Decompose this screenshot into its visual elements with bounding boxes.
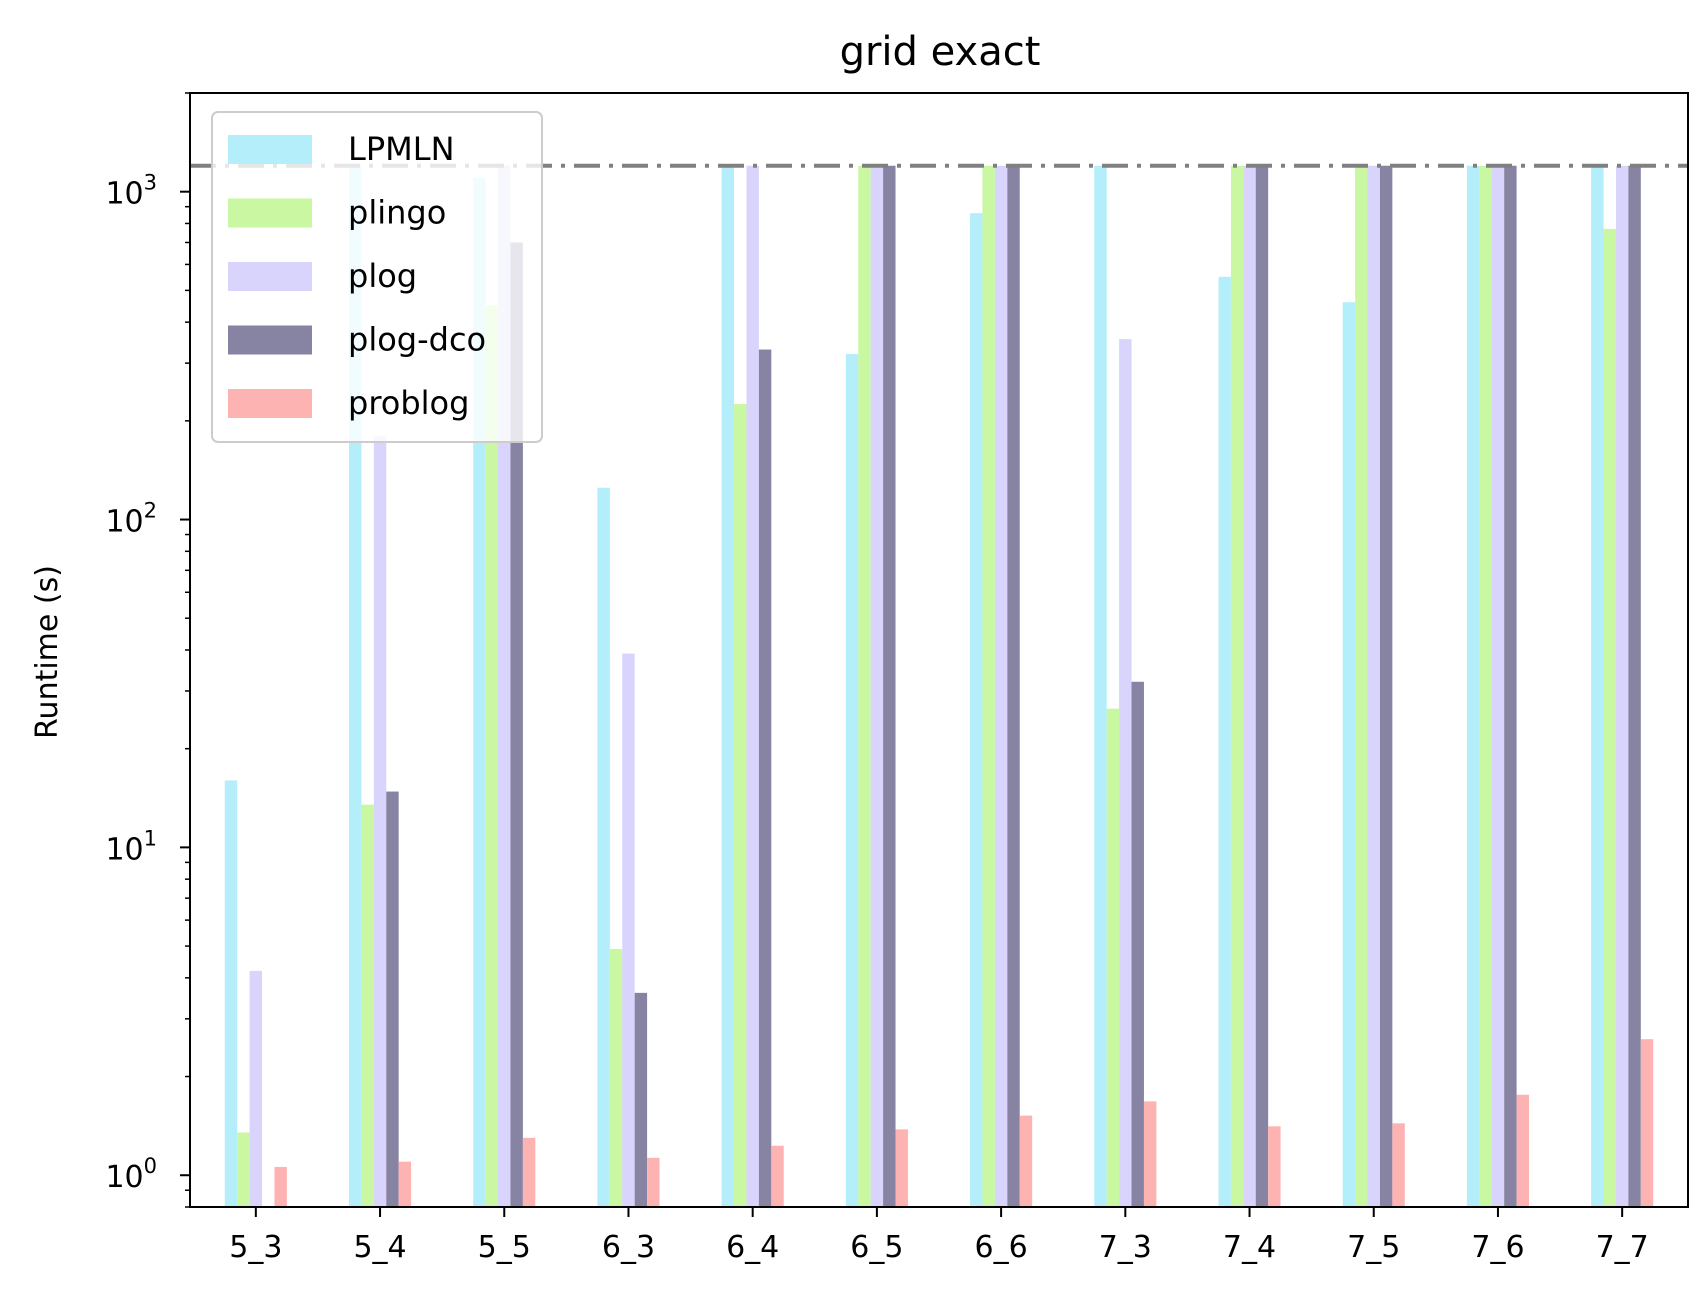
x-tick-label: 6_3 [602, 1230, 655, 1265]
bar-plingo-6_3 [609, 948, 623, 1207]
bar-plingo-5_3 [237, 1132, 250, 1207]
plot-frame [189, 92, 1689, 1208]
legend-swatch-LPMLN [228, 135, 312, 164]
legend-label-plog-dco: plog-dco [348, 321, 486, 359]
bar-problog-6_6 [1019, 1115, 1033, 1207]
bar-plog-5_4 [373, 435, 387, 1208]
bar-plog-dco-7_4 [1255, 165, 1269, 1208]
y-axis-label: Runtime (s) [30, 565, 65, 739]
bar-plingo-7_7 [1603, 228, 1616, 1207]
x-tick-label: 7_5 [1347, 1230, 1400, 1265]
bar-plog-7_6 [1491, 165, 1505, 1208]
bar-LPMLN-7_4 [1218, 276, 1231, 1207]
x-tick-label: 7_3 [1099, 1230, 1152, 1265]
x-tick-label: 5_4 [353, 1230, 406, 1265]
legend-label-LPMLN: LPMLN [348, 130, 455, 168]
x-tick-label: 6_4 [726, 1230, 779, 1265]
bar-problog-5_4 [398, 1161, 412, 1207]
legend-box [211, 111, 543, 443]
y-tick-label: 102 [105, 499, 157, 540]
bar-plog-6_5 [870, 165, 884, 1208]
bar-plingo-7_4 [1230, 165, 1244, 1208]
bar-plog-dco-6_6 [1007, 165, 1020, 1208]
bar-plingo-7_3 [1106, 708, 1120, 1207]
bar-LPMLN-6_5 [845, 353, 859, 1207]
x-tick-label: 5_5 [478, 1230, 531, 1265]
bar-problog-6_5 [895, 1129, 908, 1207]
chart-title: grid exact [840, 29, 1041, 75]
bar-plog-5_3 [249, 970, 263, 1207]
bar-plog-7_3 [1119, 339, 1132, 1207]
x-tick-label: 6_6 [975, 1230, 1028, 1265]
bar-plingo-5_5 [485, 305, 499, 1207]
y-tick-label: 100 [105, 1154, 157, 1195]
bar-plog-dco-7_5 [1379, 165, 1393, 1208]
bar-plog-dco-6_4 [758, 349, 772, 1207]
x-tick-label: 5_3 [229, 1230, 282, 1265]
bar-plog-6_3 [622, 653, 635, 1207]
x-axis-ticks: 5_3 5_4 5_5 6_3 6_4 6_5 6_6 7_3 7_4 7_5 7_6 7_7 [229, 1207, 1649, 1265]
bar-problog-7_5 [1392, 1123, 1405, 1207]
bar-plog-6_6 [994, 165, 1008, 1208]
legend-label-problog: problog [348, 384, 469, 422]
bar-plingo-7_5 [1355, 165, 1368, 1208]
y-axis-ticks: 100 101 102 103 [105, 92, 190, 1208]
bar-plog-dco-5_5 [510, 242, 523, 1208]
bar-problog-6_3 [647, 1157, 660, 1207]
legend-label-plog: plog [348, 257, 417, 295]
bar-problog-5_3 [274, 1166, 287, 1207]
bar-LPMLN-5_3 [224, 780, 238, 1207]
bar-problog-7_6 [1516, 1094, 1530, 1207]
bar-plingo-5_4 [361, 804, 374, 1207]
bar-problog-5_5 [522, 1137, 536, 1207]
bar-LPMLN-7_5 [1342, 302, 1356, 1207]
bar-problog-6_4 [771, 1145, 784, 1207]
legend: LPMLN plingo plog plog-dco problog [211, 111, 543, 443]
bar-plog-dco-7_3 [1131, 681, 1144, 1207]
bar-LPMLN-6_6 [970, 213, 983, 1208]
bar-LPMLN-6_3 [597, 487, 610, 1207]
legend-swatch-problog [228, 389, 312, 418]
bar-plog-dco-7_6 [1504, 165, 1517, 1208]
y-tick-label: 101 [105, 826, 157, 867]
bars-layer [224, 165, 1654, 1208]
bar-plingo-6_5 [858, 165, 871, 1208]
legend-label-plingo: plingo [348, 194, 446, 232]
legend-swatch-plingo [228, 198, 312, 228]
bar-problog-7_4 [1268, 1126, 1281, 1207]
bar-plog-dco-6_5 [883, 165, 896, 1208]
x-tick-label: 7_7 [1596, 1230, 1649, 1265]
x-tick-label: 6_5 [850, 1230, 903, 1265]
bar-problog-7_3 [1143, 1101, 1157, 1207]
bar-plog-dco-6_3 [634, 992, 648, 1207]
bar-plog-7_5 [1367, 165, 1380, 1208]
legend-swatch-plog [228, 262, 312, 291]
bar-LPMLN-6_4 [721, 165, 735, 1208]
y-tick-label: 103 [105, 171, 157, 212]
bar-LPMLN-7_6 [1466, 165, 1480, 1208]
legend-swatch-plog-dco [228, 325, 312, 355]
x-tick-label: 7_4 [1223, 1230, 1276, 1265]
bar-plog-7_7 [1615, 165, 1629, 1208]
bar-problog-7_7 [1640, 1039, 1654, 1207]
bar-plog-dco-7_7 [1628, 165, 1641, 1208]
x-tick-label: 7_6 [1471, 1230, 1524, 1265]
bar-plog-6_4 [746, 165, 759, 1208]
bar-plingo-6_4 [734, 404, 747, 1208]
bar-plingo-6_6 [982, 165, 995, 1208]
bar-LPMLN-7_3 [1094, 165, 1107, 1208]
bar-plog-dco-5_4 [386, 791, 399, 1207]
bar-plingo-7_6 [1479, 165, 1492, 1208]
bar-plog-7_4 [1243, 165, 1256, 1208]
bar-LPMLN-7_7 [1591, 165, 1604, 1208]
